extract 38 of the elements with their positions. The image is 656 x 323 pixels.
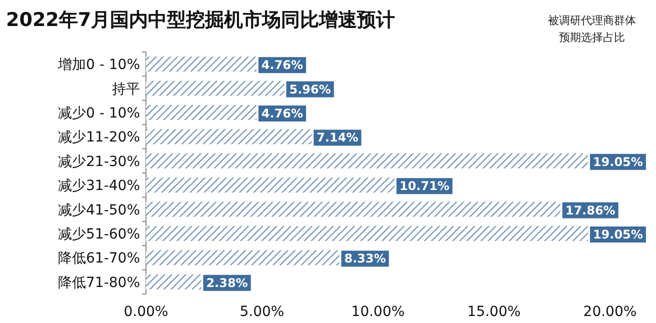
bar (146, 56, 256, 72)
y-tick-label: 持平 (112, 81, 140, 98)
bar (146, 274, 202, 290)
y-tick-label: 降低61-70% (58, 250, 140, 267)
bar (146, 178, 394, 193)
data-label: 10.71% (399, 179, 450, 194)
y-tick-label: 增加0 - 10% (57, 57, 140, 74)
data-label: 4.76% (261, 106, 304, 120)
y-tick-label: 减少21-30% (58, 154, 140, 170)
text: 预期选择占比 (559, 31, 625, 44)
x-tick-label: 10.00% (351, 304, 405, 320)
data-label: 7.14% (316, 130, 358, 145)
x-tick-label: 15.00% (467, 304, 521, 320)
y-tick-label: 减少51-60% (58, 226, 140, 242)
bar (146, 129, 312, 144)
data-label: 19.05% (592, 228, 643, 242)
bar (146, 153, 588, 168)
y-tick-label: 减少31-40% (58, 178, 140, 194)
data-label: 19.05% (592, 154, 643, 169)
bar (146, 80, 284, 96)
bar (146, 226, 588, 241)
x-tick-label: 0.00% (124, 304, 168, 320)
x-tick-label: 20.00% (583, 304, 637, 320)
y-tick-label: 减少41-50% (58, 202, 140, 218)
data-label: 8.33% (344, 252, 386, 266)
y-tick-label: 减少11-20% (58, 130, 140, 146)
bar (146, 250, 340, 266)
text: 被调研代理商群体 (548, 14, 636, 27)
bar (146, 105, 256, 120)
y-tick-label: 降低71-80% (58, 274, 140, 291)
data-label: 17.86% (565, 203, 616, 218)
data-label: 2.38% (206, 276, 248, 290)
y-tick-label: 减少0 - 10% (58, 106, 140, 122)
bar (146, 202, 560, 217)
data-label: 4.76% (261, 58, 304, 72)
chart-title: 2022年7月国内中型挖掘机市场同比增速预计 (6, 9, 396, 31)
data-label: 5.96% (289, 82, 331, 96)
x-tick-label: 5.00% (240, 304, 284, 320)
